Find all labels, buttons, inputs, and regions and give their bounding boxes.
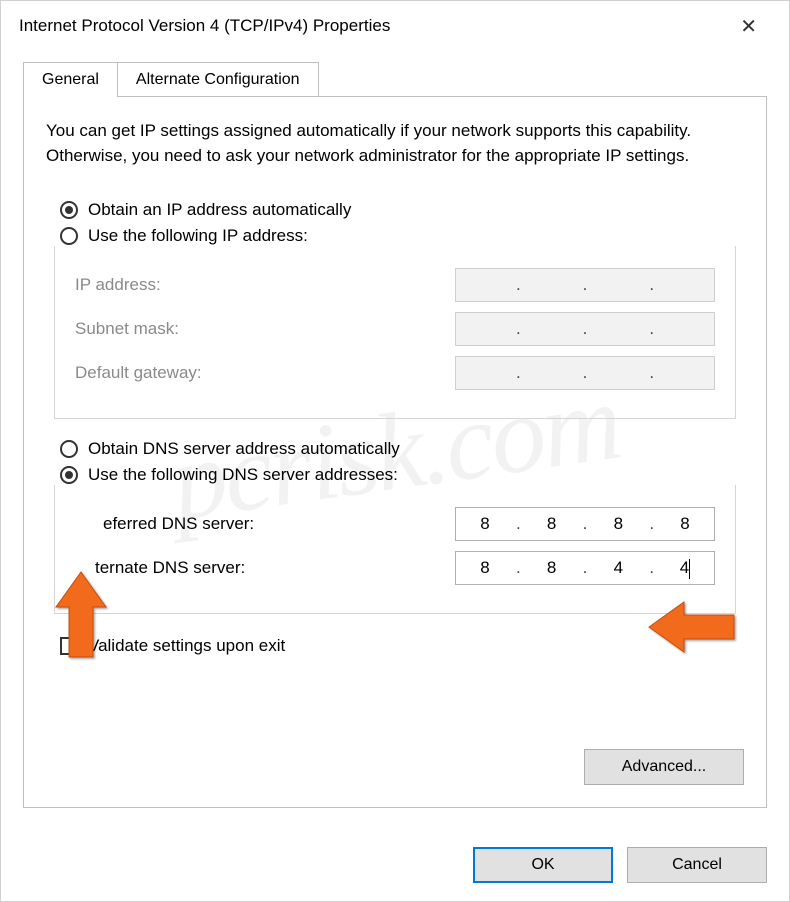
ip-fields-group: IP address: . . . Subnet mask: . . . [54, 246, 736, 419]
titlebar: Internet Protocol Version 4 (TCP/IPv4) P… [1, 1, 789, 51]
preferred-dns-input[interactable]: 8. 8. 8. 8 [455, 507, 715, 541]
alternate-dns-label: ternate DNS server: [75, 558, 245, 578]
radio-ip-auto[interactable]: Obtain an IP address automatically [60, 200, 744, 220]
radio-icon [60, 466, 78, 484]
ok-button[interactable]: OK [473, 847, 613, 883]
radio-dns-auto[interactable]: Obtain DNS server address automatically [60, 439, 744, 459]
ip-address-label: IP address: [75, 275, 161, 295]
field-ip-address: IP address: . . . [75, 268, 715, 302]
field-alternate-dns: ternate DNS server: 8. 8. 4. 4 [75, 551, 715, 585]
tab-general[interactable]: General [23, 62, 118, 97]
default-gateway-input: . . . [455, 356, 715, 390]
radio-ip-manual[interactable]: Use the following IP address: [60, 226, 744, 246]
properties-dialog: Internet Protocol Version 4 (TCP/IPv4) P… [0, 0, 790, 902]
field-preferred-dns: eferred DNS server: 8. 8. 8. 8 [75, 507, 715, 541]
preferred-dns-label: eferred DNS server: [75, 514, 254, 534]
tab-alternate[interactable]: Alternate Configuration [118, 62, 319, 97]
subnet-mask-input: . . . [455, 312, 715, 346]
tab-row: General Alternate Configuration [23, 62, 767, 97]
radio-dns-auto-label: Obtain DNS server address automatically [88, 439, 400, 459]
field-default-gateway: Default gateway: . . . [75, 356, 715, 390]
radio-dns-manual-label: Use the following DNS server addresses: [88, 465, 398, 485]
tab-panel-general: pcrisk.com You can get IP settings assig… [23, 96, 767, 808]
radio-dns-manual[interactable]: Use the following DNS server addresses: [60, 465, 744, 485]
radio-ip-manual-label: Use the following IP address: [88, 226, 308, 246]
dialog-body: General Alternate Configuration pcrisk.c… [1, 51, 789, 808]
intro-text: You can get IP settings assigned automat… [46, 119, 744, 168]
advanced-button[interactable]: Advanced... [584, 749, 744, 785]
close-icon[interactable]: ✕ [726, 6, 771, 47]
field-subnet-mask: Subnet mask: . . . [75, 312, 715, 346]
window-title: Internet Protocol Version 4 (TCP/IPv4) P… [19, 16, 390, 36]
radio-icon [60, 227, 78, 245]
checkbox-icon[interactable] [60, 637, 78, 655]
radio-icon [60, 440, 78, 458]
radio-icon [60, 201, 78, 219]
cancel-button[interactable]: Cancel [627, 847, 767, 883]
validate-checkbox-row[interactable]: Validate settings upon exit [60, 636, 744, 656]
dialog-button-row: OK Cancel [473, 847, 767, 883]
validate-label: Validate settings upon exit [88, 636, 285, 656]
alt-dns-last[interactable]: 4 [656, 558, 714, 579]
radio-ip-auto-label: Obtain an IP address automatically [88, 200, 351, 220]
subnet-mask-label: Subnet mask: [75, 319, 179, 339]
dns-fields-group: eferred DNS server: 8. 8. 8. 8 ternate D… [54, 485, 736, 614]
alternate-dns-input[interactable]: 8. 8. 4. 4 [455, 551, 715, 585]
ip-address-input: . . . [455, 268, 715, 302]
default-gateway-label: Default gateway: [75, 363, 202, 383]
